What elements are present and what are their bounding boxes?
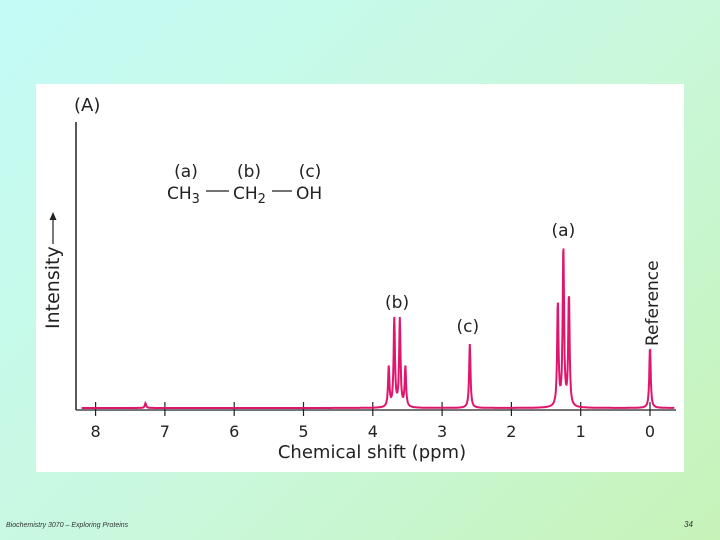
- y-axis-label: Intensity: [42, 246, 64, 329]
- y-axis-arrow-icon: [49, 212, 57, 244]
- peak-label-c: (c): [457, 317, 480, 337]
- group-c-label: (c): [299, 162, 322, 182]
- group-a-formula: CH3: [167, 184, 200, 207]
- group-b-formula: CH2: [233, 184, 266, 207]
- x-tick-label-6: 6: [229, 422, 239, 441]
- panel-label: (A): [74, 95, 100, 116]
- group-b-label: (b): [237, 162, 261, 182]
- group-a-label: (a): [174, 162, 198, 182]
- peak-labels: (b) (c) (a) Reference: [385, 221, 663, 346]
- peak-label-b: (b): [385, 293, 409, 313]
- nmr-spectrum-figure: (A) Intensity Chemical shift (ppm) (a) (…: [36, 84, 684, 472]
- x-tick-label-2: 2: [506, 422, 516, 441]
- x-axis-label: Chemical shift (ppm): [278, 442, 466, 463]
- x-tick-label-3: 3: [437, 422, 447, 441]
- nmr-spectrum-chart: (A) Intensity Chemical shift (ppm) (a) (…: [42, 95, 676, 463]
- footer-course-title: Biochemistry 3070 – Exploring Proteins: [6, 522, 129, 529]
- page-number: 34: [684, 520, 693, 529]
- molecule-structure: (a) (b) (c) CH3 CH2 OH: [167, 162, 322, 207]
- group-c-formula: OH: [296, 184, 322, 204]
- x-axis-ticks: 8 7 6 5 4 3 2 1 0: [91, 402, 655, 441]
- x-tick-label-4: 4: [368, 422, 378, 441]
- x-tick-label-5: 5: [298, 422, 308, 441]
- spectrum-trace: [81, 248, 675, 409]
- peak-label-a: (a): [552, 221, 576, 241]
- peak-label-reference: Reference: [643, 260, 663, 346]
- x-tick-label-7: 7: [160, 422, 170, 441]
- spectrum-line: [81, 248, 675, 409]
- x-tick-label-8: 8: [91, 422, 101, 441]
- x-tick-label-0: 0: [645, 422, 655, 441]
- x-tick-label-1: 1: [576, 422, 586, 441]
